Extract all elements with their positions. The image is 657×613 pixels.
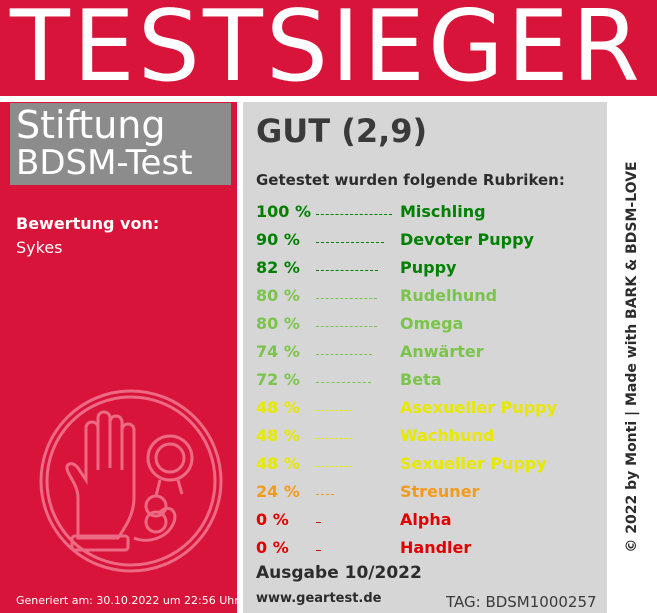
category-percent: 90 % (256, 230, 300, 249)
category-row: 24 % Streuner (256, 480, 606, 508)
category-percent: 0 % (256, 510, 289, 529)
org-box (10, 103, 231, 185)
category-percent: 48 % (256, 398, 300, 417)
category-row: 90 % Devoter Puppy (256, 228, 606, 256)
category-bar (316, 298, 377, 299)
category-bar (316, 214, 392, 215)
category-percent: 74 % (256, 342, 300, 361)
category-label: Mischling (400, 202, 486, 221)
category-label: Anwärter (400, 342, 484, 361)
category-bar (316, 522, 321, 523)
category-row: 80 % Rudelhund (256, 284, 606, 312)
category-percent: 82 % (256, 258, 300, 277)
results-panel (243, 102, 607, 613)
category-percent: 48 % (256, 454, 300, 473)
left-panel (0, 102, 237, 613)
category-label: Alpha (400, 510, 452, 529)
category-row: 0 % Handler (256, 536, 606, 564)
category-row: 48 % Sexueller Puppy (256, 452, 606, 480)
verdict-grade: GUT (2,9) (256, 112, 428, 150)
category-label: Omega (400, 314, 464, 333)
category-percent: 72 % (256, 370, 300, 389)
panel-divider (237, 102, 243, 613)
category-label: Streuner (400, 482, 480, 501)
category-label: Beta (400, 370, 442, 389)
header-divider (0, 96, 657, 102)
hand-handcuffs-icon (39, 389, 223, 573)
category-percent: 100 % (256, 202, 311, 221)
category-percent: 0 % (256, 538, 289, 557)
category-label: Rudelhund (400, 286, 498, 305)
category-label: Asexueller Puppy (400, 398, 558, 417)
org-name-line2: BDSM-Test (16, 143, 193, 183)
generated-timestamp: Generiert am: 30.10.2022 um 22:56 Uhr (16, 594, 239, 607)
header-banner: TESTSIEGER (0, 0, 657, 102)
category-row: 48 % Asexueller Puppy (256, 396, 606, 424)
category-bar (316, 382, 371, 383)
credit-text: © 2022 by Monti | Made with BARK & BDSM-… (624, 161, 640, 553)
header-title: TESTSIEGER (10, 0, 643, 104)
category-bar (316, 550, 321, 551)
category-bar (316, 242, 384, 243)
category-row: 80 % Omega (256, 312, 606, 340)
category-percent: 80 % (256, 286, 300, 305)
category-row: 48 % Wachhund (256, 424, 606, 452)
edition-label: Ausgabe 10/2022 (256, 563, 422, 583)
category-percent: 48 % (256, 426, 300, 445)
category-row: 100 % Mischling (256, 200, 606, 228)
category-label: Puppy (400, 258, 457, 277)
website-link[interactable]: www.geartest.de (256, 591, 382, 606)
category-label: Wachhund (400, 426, 495, 445)
category-bar (316, 354, 372, 355)
category-bar (316, 466, 352, 467)
category-bar (316, 494, 334, 495)
category-percent: 80 % (256, 314, 300, 333)
category-row: 82 % Puppy (256, 256, 606, 284)
category-bar (316, 410, 352, 411)
category-list: 100 % Mischling 90 % Devoter Puppy 82 % Puppy… (256, 200, 606, 564)
rater-label: Bewertung von: (16, 214, 160, 233)
category-bar (316, 326, 377, 327)
category-row: 72 % Beta (256, 368, 606, 396)
category-percent: 24 % (256, 482, 300, 501)
credit-strip (607, 102, 657, 613)
category-label: Handler (400, 538, 472, 557)
category-label: Devoter Puppy (400, 230, 534, 249)
categories-intro: Getestet wurden folgende Rubriken: (256, 171, 565, 189)
rater-name: Sykes (16, 238, 63, 257)
category-label: Sexueller Puppy (400, 454, 547, 473)
category-row: 74 % Anwärter (256, 340, 606, 368)
tag-id: TAG: BDSM1000257 (446, 593, 597, 611)
category-bar (316, 438, 352, 439)
category-bar (316, 270, 378, 271)
org-name-line1: Stiftung (16, 103, 166, 147)
category-row: 0 % Alpha (256, 508, 606, 536)
